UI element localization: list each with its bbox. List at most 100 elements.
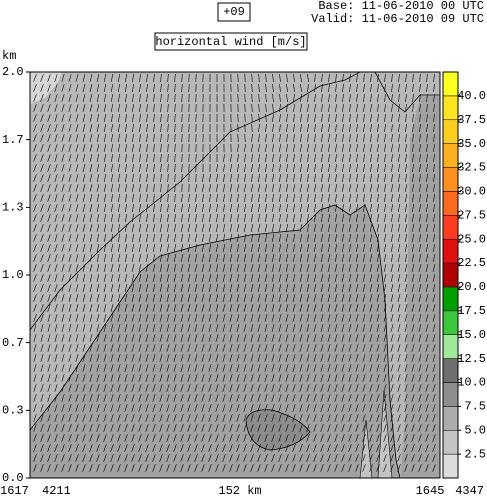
wind-barb bbox=[159, 274, 163, 282]
wind-barb bbox=[103, 424, 107, 432]
wind-barb bbox=[285, 194, 289, 202]
wind-barb bbox=[75, 174, 79, 182]
wind-barb bbox=[432, 434, 436, 442]
wind-barb bbox=[411, 274, 415, 282]
wind-barb bbox=[285, 254, 289, 262]
wind-barb bbox=[138, 434, 142, 442]
wind-barb bbox=[194, 344, 198, 352]
wind-barb bbox=[264, 274, 268, 282]
wind-barb bbox=[40, 144, 44, 152]
wind-barb bbox=[215, 264, 219, 272]
wind-barb bbox=[397, 174, 401, 182]
wind-barb bbox=[96, 424, 100, 432]
wind-barb bbox=[68, 304, 72, 312]
wind-barb bbox=[278, 384, 282, 392]
wind-barb bbox=[103, 274, 107, 282]
wind-barb bbox=[264, 414, 268, 422]
wind-barb bbox=[89, 104, 93, 112]
wind-barb bbox=[159, 464, 163, 472]
wind-barb bbox=[369, 394, 373, 402]
wind-barb bbox=[349, 73, 351, 83]
wind-barb bbox=[278, 364, 282, 372]
wind-barb bbox=[146, 113, 148, 123]
wind-barb bbox=[390, 374, 394, 382]
wind-barb bbox=[124, 244, 128, 252]
wind-barb bbox=[222, 274, 226, 282]
colorbar-tick-label: 37.5 bbox=[457, 113, 486, 127]
wind-barb bbox=[349, 113, 351, 123]
wind-barb bbox=[222, 214, 226, 222]
wind-barb bbox=[397, 464, 401, 472]
wind-barb bbox=[124, 134, 128, 142]
wind-barb bbox=[236, 204, 240, 212]
wind-barb bbox=[404, 164, 408, 172]
wind-barb bbox=[40, 334, 44, 342]
wind-barb bbox=[384, 113, 386, 123]
wind-barb bbox=[418, 334, 422, 342]
wind-barb bbox=[138, 424, 142, 432]
wind-barb bbox=[257, 204, 261, 212]
wind-barb bbox=[131, 254, 135, 262]
wind-barb bbox=[131, 304, 135, 312]
wind-barb bbox=[103, 284, 107, 292]
wind-barb bbox=[215, 354, 219, 362]
wind-barb bbox=[173, 204, 177, 212]
wind-barb bbox=[320, 324, 324, 332]
wind-barb bbox=[145, 254, 149, 262]
wind-barb bbox=[334, 264, 338, 272]
wind-barb bbox=[404, 184, 408, 192]
wind-barb bbox=[229, 274, 233, 282]
wind-barb bbox=[180, 224, 184, 232]
wind-barb bbox=[411, 434, 415, 442]
wind-barb bbox=[47, 254, 51, 262]
wind-barb bbox=[404, 284, 408, 292]
wind-barb bbox=[390, 164, 394, 172]
wind-barb bbox=[419, 103, 421, 113]
wind-barb bbox=[96, 304, 100, 312]
wind-barb bbox=[61, 104, 65, 112]
wind-barb bbox=[180, 254, 184, 262]
wind-barb bbox=[61, 314, 65, 322]
wind-barb bbox=[250, 294, 254, 302]
wind-barb bbox=[398, 83, 400, 93]
wind-barb bbox=[89, 274, 93, 282]
wind-barb bbox=[334, 454, 338, 462]
wind-barb bbox=[411, 164, 415, 172]
wind-barb bbox=[75, 304, 79, 312]
wind-barb bbox=[285, 164, 289, 172]
wind-barb bbox=[384, 103, 386, 113]
wind-barb bbox=[404, 304, 408, 312]
wind-barb bbox=[397, 354, 401, 362]
wind-barb bbox=[363, 144, 365, 152]
wind-barb bbox=[341, 324, 345, 332]
wind-barb bbox=[369, 334, 373, 342]
wind-barb bbox=[398, 134, 400, 142]
wind-barb bbox=[384, 73, 386, 83]
wind-barb bbox=[61, 394, 65, 402]
wind-barb bbox=[40, 114, 44, 122]
wind-barb bbox=[320, 214, 324, 222]
wind-barb bbox=[96, 164, 100, 172]
wind-barb bbox=[75, 354, 79, 362]
wind-barb bbox=[117, 234, 121, 242]
wind-barb bbox=[349, 124, 351, 132]
wind-barb bbox=[334, 174, 338, 182]
wind-barb bbox=[47, 194, 51, 202]
wind-barb bbox=[278, 254, 282, 262]
wind-barb bbox=[173, 304, 177, 312]
wind-barb bbox=[173, 464, 177, 472]
wind-barb bbox=[236, 374, 240, 382]
wind-barb bbox=[334, 444, 338, 452]
wind-barb bbox=[138, 314, 142, 322]
wind-barb bbox=[82, 274, 86, 282]
x-label: 4211 bbox=[42, 484, 71, 498]
wind-barb bbox=[139, 134, 141, 142]
wind-barb bbox=[194, 444, 198, 452]
wind-barb bbox=[355, 204, 359, 212]
wind-barb bbox=[124, 204, 128, 212]
wind-barb bbox=[47, 314, 51, 322]
wind-barb bbox=[257, 264, 261, 272]
wind-barb bbox=[117, 394, 121, 402]
wind-barb bbox=[68, 424, 72, 432]
wind-barb bbox=[306, 374, 310, 382]
